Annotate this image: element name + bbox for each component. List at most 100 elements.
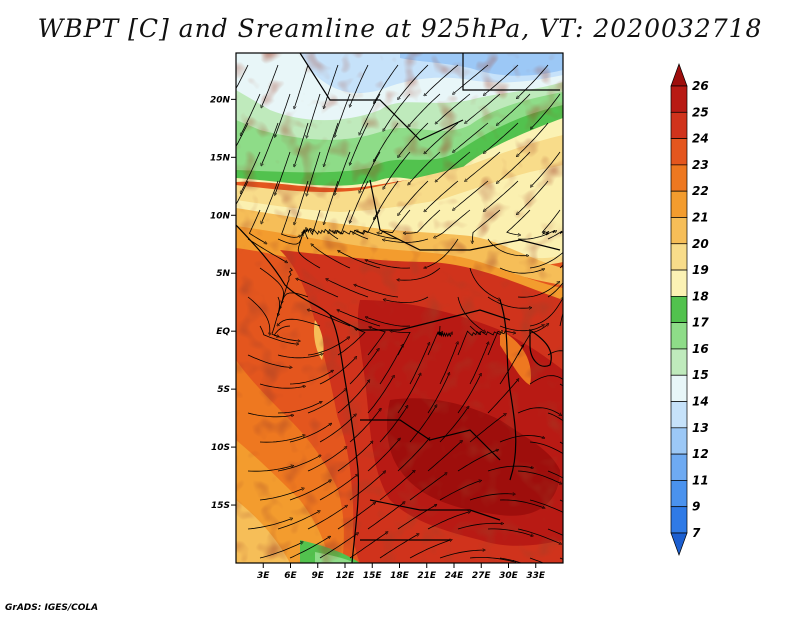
streamline: [457, 450, 498, 472]
colorbar-label: 14: [692, 395, 709, 409]
streamline: [435, 209, 471, 237]
streamline: [559, 499, 563, 502]
colorbar-label: 12: [692, 447, 709, 461]
streamline: [517, 470, 561, 483]
streamline: [277, 456, 320, 472]
streamline: [499, 499, 544, 508]
streamline: [529, 375, 563, 385]
streamline: [517, 407, 561, 415]
streamline: [398, 180, 429, 215]
streamline: [469, 343, 488, 385]
streamline: [469, 494, 514, 501]
streamline: [487, 465, 532, 472]
streamline: [436, 93, 471, 123]
streamline: [297, 279, 339, 298]
streamline: [499, 557, 523, 563]
colorbar-bottom-triangle: [670, 532, 688, 557]
streamline: [487, 330, 515, 356]
streamline: [487, 380, 518, 414]
streamline: [469, 267, 500, 300]
streamline: [278, 292, 309, 315]
streamline: [374, 64, 399, 103]
streamline: [366, 260, 411, 269]
streamline: [319, 358, 356, 385]
streamline: [517, 528, 560, 544]
streamline: [273, 325, 299, 341]
streamline: [529, 499, 563, 513]
streamline: [247, 519, 292, 530]
streamline: [409, 344, 429, 385]
lon-tick-label: 24E: [445, 571, 465, 581]
streamline: [236, 64, 249, 90]
streamline: [319, 415, 355, 443]
streamline: [499, 267, 544, 274]
streamline: [427, 512, 469, 530]
lon-tick-label: 3E: [257, 571, 270, 581]
colorbar-swatch: [670, 348, 688, 376]
streamline: [307, 151, 321, 195]
streamline: [397, 439, 429, 472]
streamline: [236, 180, 249, 206]
streamline: [425, 122, 459, 153]
streamline: [531, 151, 561, 186]
streamline: [439, 343, 458, 385]
streamline: [457, 523, 502, 530]
colorbar-label: 24: [692, 132, 709, 146]
streamline: [262, 64, 279, 107]
streamline: [338, 310, 381, 327]
streamline: [379, 407, 407, 443]
streamline: [247, 354, 291, 367]
streamline: [384, 151, 411, 188]
streamline: [289, 424, 331, 443]
streamline: [241, 93, 261, 135]
colorbar-swatch: [670, 85, 688, 113]
streamline: [335, 151, 351, 194]
streamlines: [236, 64, 563, 563]
streamline: [311, 229, 339, 240]
streamline: [517, 180, 549, 214]
streamline: [308, 310, 351, 327]
streamline: [277, 402, 321, 414]
streamline: [427, 441, 462, 472]
colorbar-swatch: [670, 480, 688, 508]
streamline: [517, 229, 556, 240]
wbpt-shaded-field: [236, 53, 563, 563]
streamline: [294, 122, 309, 166]
streamline: [247, 412, 292, 417]
streamline: [248, 209, 265, 243]
streamline: [289, 371, 332, 385]
streamline: [327, 279, 369, 298]
streamline: [457, 330, 480, 356]
colorbar-label: 26: [692, 79, 709, 93]
streamline: [559, 311, 563, 327]
colorbar-swatch: [670, 401, 688, 429]
streamline: [337, 503, 375, 530]
streamline: [559, 264, 563, 269]
streamline: [454, 122, 489, 152]
streamline: [355, 285, 399, 298]
chart-title: WBPT [C] and Sreamline at 925hPa, VT: 20…: [37, 14, 763, 43]
lon-tick-label: 15E: [363, 571, 383, 581]
streamline: [484, 180, 519, 211]
streamline: [499, 325, 543, 332]
colorbar-swatch: [670, 453, 688, 481]
streamline: [436, 151, 471, 181]
streamline: [357, 230, 399, 240]
colorbar-swatch: [670, 506, 688, 534]
streamline: [350, 180, 369, 222]
streamline: [259, 543, 302, 559]
streamline: [335, 93, 351, 136]
streamline: [398, 122, 429, 157]
streamline: [487, 238, 527, 256]
streamline: [409, 473, 446, 501]
streamline: [499, 435, 544, 443]
lat-tick-label: EQ: [216, 327, 230, 337]
streamline: [307, 338, 349, 356]
streamline: [236, 122, 249, 148]
colorbar-top-triangle: [670, 62, 688, 87]
streamline: [409, 540, 451, 559]
streamline: [319, 534, 358, 559]
streamline: [312, 245, 351, 269]
streamline: [559, 441, 563, 445]
streamline: [439, 481, 480, 501]
